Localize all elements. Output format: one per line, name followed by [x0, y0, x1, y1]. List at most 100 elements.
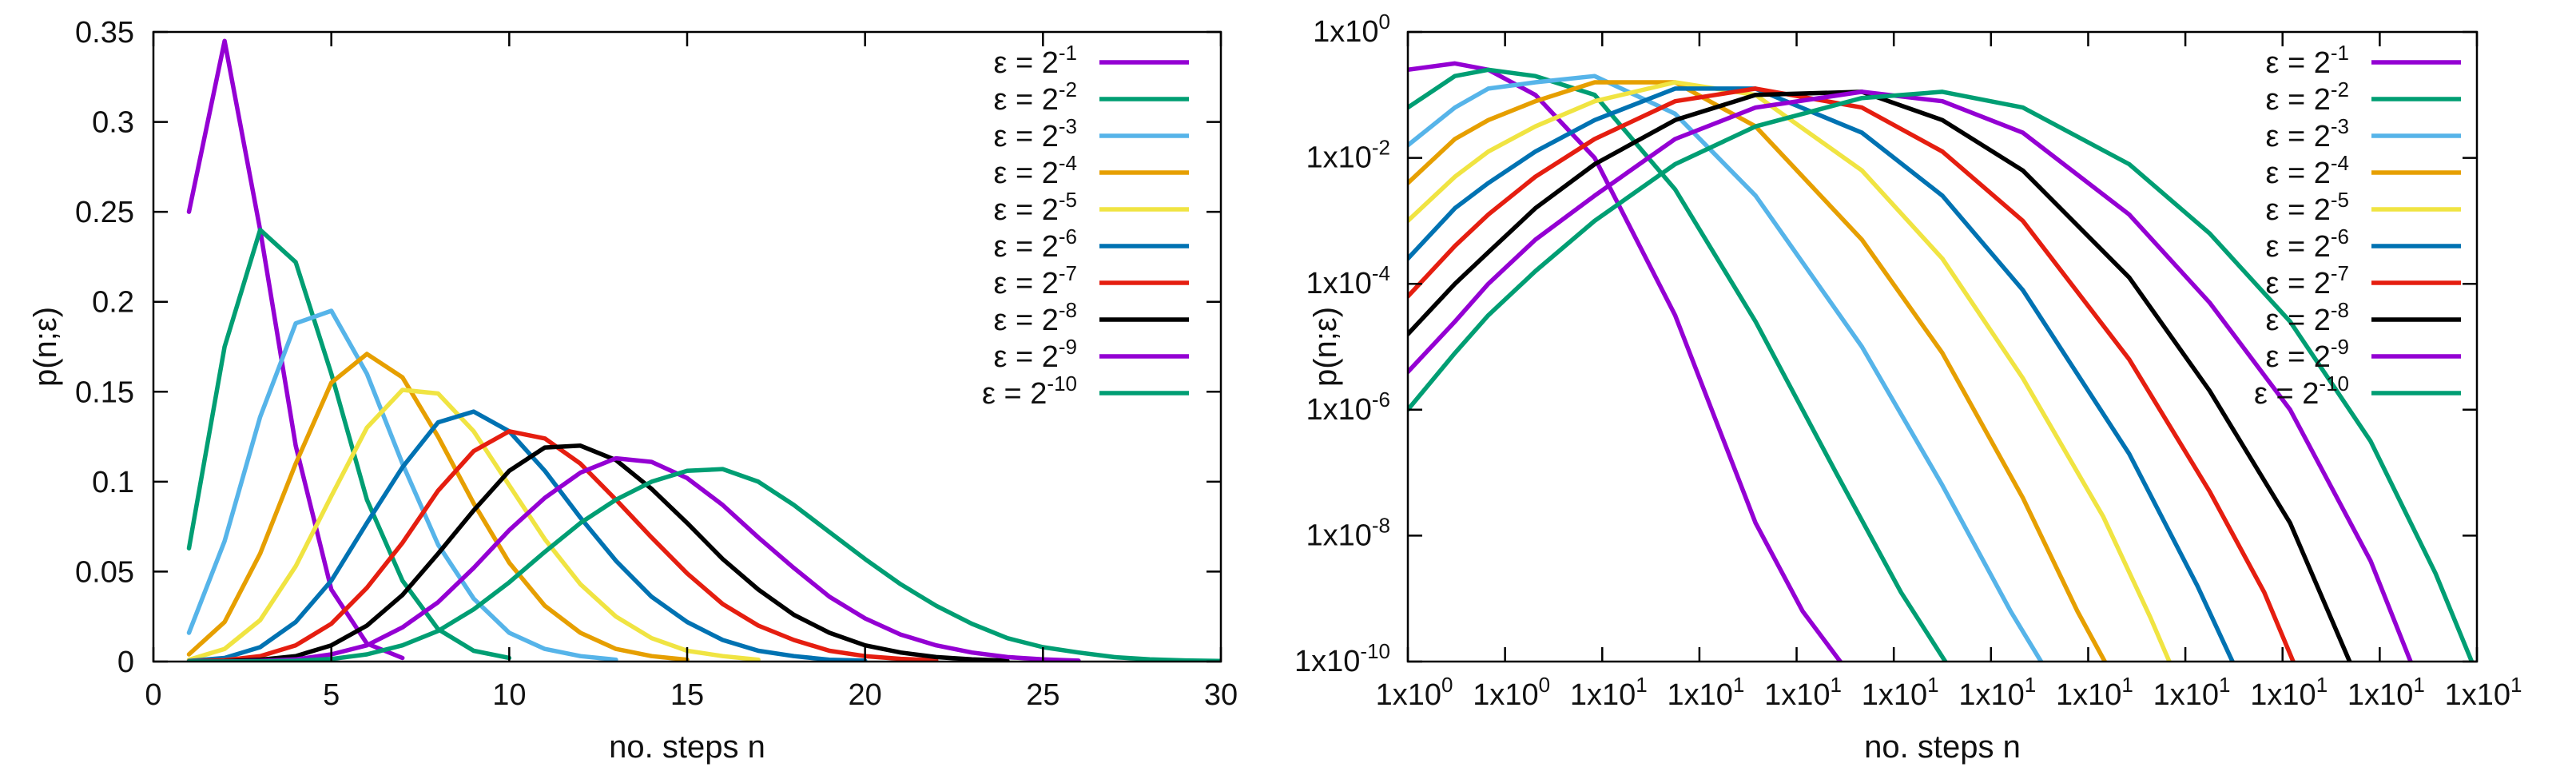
- legend-label-base: ε = 2: [2265, 46, 2330, 80]
- y-tick-label-exponent: -6: [1372, 388, 1390, 411]
- x-tick-label: 1x101: [1958, 673, 2036, 712]
- series-line-eps-8: [1408, 89, 2352, 662]
- y-tick-label: 1x10-10: [1294, 639, 1390, 678]
- legend-item-eps-2: ε = 2-2: [2265, 78, 2461, 117]
- legend-label: ε = 2-7: [2265, 261, 2349, 300]
- legend-label-base: ε = 2: [2265, 304, 2330, 337]
- x-tick-label-base: 1x10: [1667, 678, 1732, 712]
- series-line-eps-8: [186, 443, 1010, 662]
- legend-item-eps-10: ε = 2-10: [2254, 372, 2461, 411]
- legend-label-exponent: -5: [1059, 188, 1077, 212]
- series-line-eps-7: [1408, 86, 2296, 662]
- x-tick-label-base: 1x10: [2153, 678, 2219, 712]
- x-tick-label-exponent: 0: [1539, 673, 1550, 697]
- x-tick-label: 1x101: [2445, 673, 2522, 712]
- x-tick-label: 1x101: [1764, 673, 1842, 712]
- x-tick-label-exponent: 1: [1733, 673, 1744, 697]
- x-tick-label: 1x101: [1862, 673, 1939, 712]
- x-tick-label: 1x100: [1473, 673, 1550, 712]
- legend: ε = 2-1ε = 2-2ε = 2-3ε = 2-4ε = 2-5ε = 2…: [982, 41, 1189, 411]
- x-tick-label-exponent: 1: [2413, 673, 2424, 697]
- legend-label-base: ε = 2: [993, 83, 1058, 117]
- legend-label-exponent: -9: [2331, 335, 2349, 359]
- legend-label-base: ε = 2: [2265, 193, 2330, 227]
- x-tick-label: 30: [1204, 678, 1238, 712]
- legend-label-base: ε = 2: [993, 157, 1058, 190]
- legend-label-exponent: -9: [1059, 335, 1077, 359]
- legend-label-base: ε = 2: [993, 120, 1058, 153]
- series-line-eps-1: [1408, 61, 1843, 662]
- legend-label-base: ε = 2: [2265, 157, 2330, 190]
- x-tick-label-exponent: 1: [1636, 673, 1647, 697]
- legend-label-base: ε = 2: [993, 46, 1058, 80]
- series-line-eps-9: [1408, 89, 2413, 662]
- series-line-eps-7: [186, 429, 939, 662]
- x-tick-label-base: 1x10: [1570, 678, 1636, 712]
- y-tick-label-base: 1x10: [1306, 141, 1371, 175]
- x-tick-label: 1x101: [1570, 673, 1648, 712]
- plot-area: [1408, 61, 2475, 662]
- legend-label: ε = 2-5: [993, 188, 1077, 227]
- legend-label-base: ε = 2: [2265, 120, 2330, 153]
- legend-item-eps-8: ε = 2-8: [993, 298, 1189, 337]
- legend-label: ε = 2-5: [2265, 188, 2349, 227]
- y-axis-title: p(n;ε): [28, 307, 63, 387]
- legend: ε = 2-1ε = 2-2ε = 2-3ε = 2-4ε = 2-5ε = 2…: [2254, 41, 2461, 411]
- x-tick-label: 1x101: [2250, 673, 2328, 712]
- y-tick-label-exponent: -10: [1360, 639, 1390, 663]
- legend-label-base: ε = 2: [993, 193, 1058, 227]
- x-axis-title: no. steps n: [609, 729, 765, 765]
- series-line-eps-9: [186, 455, 1081, 662]
- y-tick-label-base: 1x10: [1294, 645, 1360, 678]
- y-tick-label: 0.3: [92, 106, 134, 140]
- y-tick-label: 1x10-6: [1306, 388, 1390, 427]
- legend-label-base: ε = 2: [993, 230, 1058, 264]
- legend-item-eps-1: ε = 2-1: [2265, 41, 2461, 80]
- chart-panel-log: 1x10-101x10-81x10-61x10-41x10-21x1001x10…: [1294, 10, 2522, 765]
- x-tick-label-exponent: 1: [2316, 673, 2328, 697]
- y-tick-label-base: 1x10: [1306, 393, 1371, 427]
- y-tick-label: 0.2: [92, 286, 134, 320]
- y-tick-label-base: 1x10: [1306, 267, 1371, 300]
- legend-label-exponent: -2: [2331, 78, 2349, 101]
- x-tick-label: 1x101: [2153, 673, 2231, 712]
- legend-label: ε = 2-9: [993, 335, 1077, 374]
- series-line-eps-3: [186, 308, 618, 662]
- x-tick-label-exponent: 1: [2219, 673, 2230, 697]
- legend-label-exponent: -1: [2331, 41, 2349, 65]
- y-tick-label: 1x10-8: [1306, 513, 1390, 552]
- x-tick-label: 15: [670, 678, 704, 712]
- x-tick-label: 25: [1026, 678, 1059, 712]
- legend-item-eps-10: ε = 2-10: [982, 372, 1189, 411]
- y-tick-label: 1x100: [1313, 10, 1390, 49]
- y-tick-label-base: 1x10: [1306, 519, 1371, 552]
- legend-label-base: ε = 2: [982, 377, 1047, 411]
- x-tick-label: 20: [849, 678, 882, 712]
- legend-label-exponent: -4: [2331, 151, 2349, 175]
- legend-label-base: ε = 2: [2265, 340, 2330, 374]
- y-tick-label: 0.15: [75, 376, 134, 409]
- x-tick-label-base: 1x10: [1958, 678, 2024, 712]
- x-tick-label-base: 1x10: [2250, 678, 2316, 712]
- legend-item-eps-3: ε = 2-3: [993, 114, 1189, 153]
- legend-label: ε = 2-9: [2265, 335, 2349, 374]
- legend-label-exponent: -7: [1059, 261, 1077, 285]
- legend-item-eps-5: ε = 2-5: [993, 188, 1189, 227]
- x-tick-label: 1x101: [1667, 673, 1744, 712]
- legend-label: ε = 2-2: [993, 78, 1077, 117]
- legend-label-base: ε = 2: [993, 304, 1058, 337]
- legend-item-eps-4: ε = 2-4: [2265, 151, 2461, 190]
- legend-label-base: ε = 2: [2265, 267, 2330, 300]
- x-tick-label-base: 1x10: [2445, 678, 2510, 712]
- x-axis-title: no. steps n: [1864, 729, 2021, 765]
- x-tick-label-exponent: 1: [2025, 673, 2036, 697]
- plot-area: [186, 38, 1221, 662]
- legend-label-exponent: -5: [2331, 188, 2349, 212]
- legend-label: ε = 2-6: [2265, 225, 2349, 264]
- x-tick-label-base: 1x10: [1862, 678, 1927, 712]
- legend-label: ε = 2-1: [2265, 41, 2349, 80]
- legend-item-eps-8: ε = 2-8: [2265, 298, 2461, 337]
- x-tick-label-base: 1x10: [1764, 678, 1830, 712]
- legend-item-eps-7: ε = 2-7: [2265, 261, 2461, 300]
